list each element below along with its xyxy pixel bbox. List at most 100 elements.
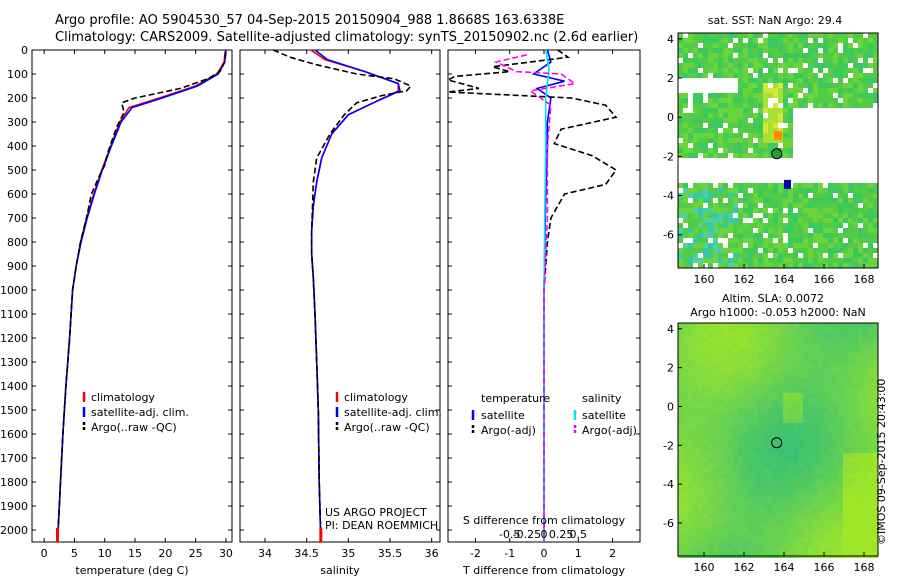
sla_map-cell — [818, 473, 823, 478]
sla_map-cell — [703, 373, 708, 378]
sla_map-cell — [703, 343, 708, 348]
sla_map-cell — [868, 428, 873, 433]
sla_map-cell — [858, 493, 863, 498]
sla_map-cell — [853, 488, 858, 493]
sla_map-cell — [693, 328, 698, 333]
sla_map-cell — [743, 493, 748, 498]
sla_map-cell — [778, 528, 783, 533]
sla_map-cell — [838, 428, 843, 433]
sla_map-cell — [768, 523, 773, 528]
sla_map-cell — [758, 528, 763, 533]
sla_map-cell — [838, 468, 843, 473]
sla_map-cell — [718, 418, 723, 423]
sla_map-frame — [677, 322, 879, 557]
sla_map-cell — [738, 493, 743, 498]
sst_map-cell — [758, 113, 763, 118]
sla_map-cell — [718, 493, 723, 498]
sst_map-cell — [753, 148, 758, 153]
sla_map-cell — [848, 373, 853, 378]
sla_map-cell — [773, 493, 778, 498]
sst_map-cell — [763, 243, 768, 248]
sla_map-cell — [688, 328, 693, 333]
sst_map-cell — [773, 193, 778, 198]
sst_map-cell — [843, 243, 848, 248]
sla_map-cell — [683, 358, 688, 363]
sla_map-cell — [853, 538, 858, 543]
sla_map-cell — [753, 463, 758, 468]
sla_map-cell — [823, 453, 828, 458]
sla_map-cell — [728, 398, 733, 403]
sla_map-cell — [693, 548, 698, 553]
sst_map-cell — [868, 198, 873, 203]
sla_map-cell — [758, 543, 763, 548]
sst_map-cell — [763, 93, 768, 98]
sst_map-cell — [783, 113, 788, 118]
sst_map-cell — [763, 203, 768, 208]
sst_map-cell — [828, 83, 833, 88]
sla_map-cell — [678, 423, 683, 428]
sst_map-cell — [803, 68, 808, 73]
sst_map-cell — [773, 113, 778, 118]
difference-top-tick-label: 0.25 — [549, 528, 574, 541]
sst_map-cell — [683, 253, 688, 258]
sla_map-cell — [793, 448, 798, 453]
sst_map-cell — [823, 188, 828, 193]
sst_map-cell — [868, 253, 873, 258]
sla_map-cell — [748, 528, 753, 533]
sst_map-cell — [713, 188, 718, 193]
sst_map-cell — [823, 83, 828, 88]
sla_map-cell — [693, 423, 698, 428]
sst_map-cell — [723, 73, 728, 78]
sst_map-cell — [788, 63, 793, 68]
sla_map-cell — [738, 358, 743, 363]
sla_map-cell — [798, 398, 803, 403]
sla_map-ytick-label: 2 — [667, 362, 674, 375]
sla_map-cell — [788, 333, 793, 338]
sst_map-cell — [758, 93, 763, 98]
sla_map-cell — [823, 473, 828, 478]
sla_map-cell — [703, 328, 708, 333]
sst_map-cell — [783, 138, 788, 143]
depth-tick-label: 300 — [7, 116, 28, 129]
sla_map-cell — [718, 523, 723, 528]
sla_map-cell — [738, 363, 743, 368]
sla_map-cell — [833, 538, 838, 543]
sla_map-cell — [778, 358, 783, 363]
depth-tick-label: 1300 — [0, 356, 28, 369]
sla_map-cell — [788, 403, 793, 408]
sst_map-cell — [718, 113, 723, 118]
sla_map-cell — [868, 468, 873, 473]
sla_map-cell — [813, 498, 818, 503]
sla_map-cell — [698, 353, 703, 358]
sst_map-cell — [708, 58, 713, 63]
sla_map-cell — [713, 418, 718, 423]
sst_map-cell — [768, 113, 773, 118]
sla_map-cell — [708, 413, 713, 418]
sst_map-cell — [713, 103, 718, 108]
sla_map-cell — [863, 363, 868, 368]
sla_map-cell — [733, 323, 738, 328]
sla_map-cell — [813, 373, 818, 378]
sst_map-cell — [808, 78, 813, 83]
sla_map-cell — [783, 543, 788, 548]
sst_map-cell — [743, 238, 748, 243]
sla_map-cell — [778, 428, 783, 433]
sla_map-cell — [703, 353, 708, 358]
sla_map-cell — [763, 358, 768, 363]
sla_map-cell — [788, 368, 793, 373]
sst_map-cell — [793, 188, 798, 193]
sla_map-cell — [873, 548, 878, 553]
sla_map-cell — [868, 483, 873, 488]
sla_map-cell — [693, 478, 698, 483]
sla_map-xtick-label: 164 — [774, 561, 795, 574]
sst_map-cell — [833, 58, 838, 63]
sst_map-cell — [863, 198, 868, 203]
sla_map-cell — [738, 428, 743, 433]
sst_map-cell — [683, 193, 688, 198]
sla_map-cell — [768, 348, 773, 353]
sla_map-cell — [703, 498, 708, 503]
sla_map-cell — [848, 328, 853, 333]
sst_map-cell — [693, 143, 698, 148]
sla_map-cell — [733, 463, 738, 468]
sst_map-cell — [803, 228, 808, 233]
